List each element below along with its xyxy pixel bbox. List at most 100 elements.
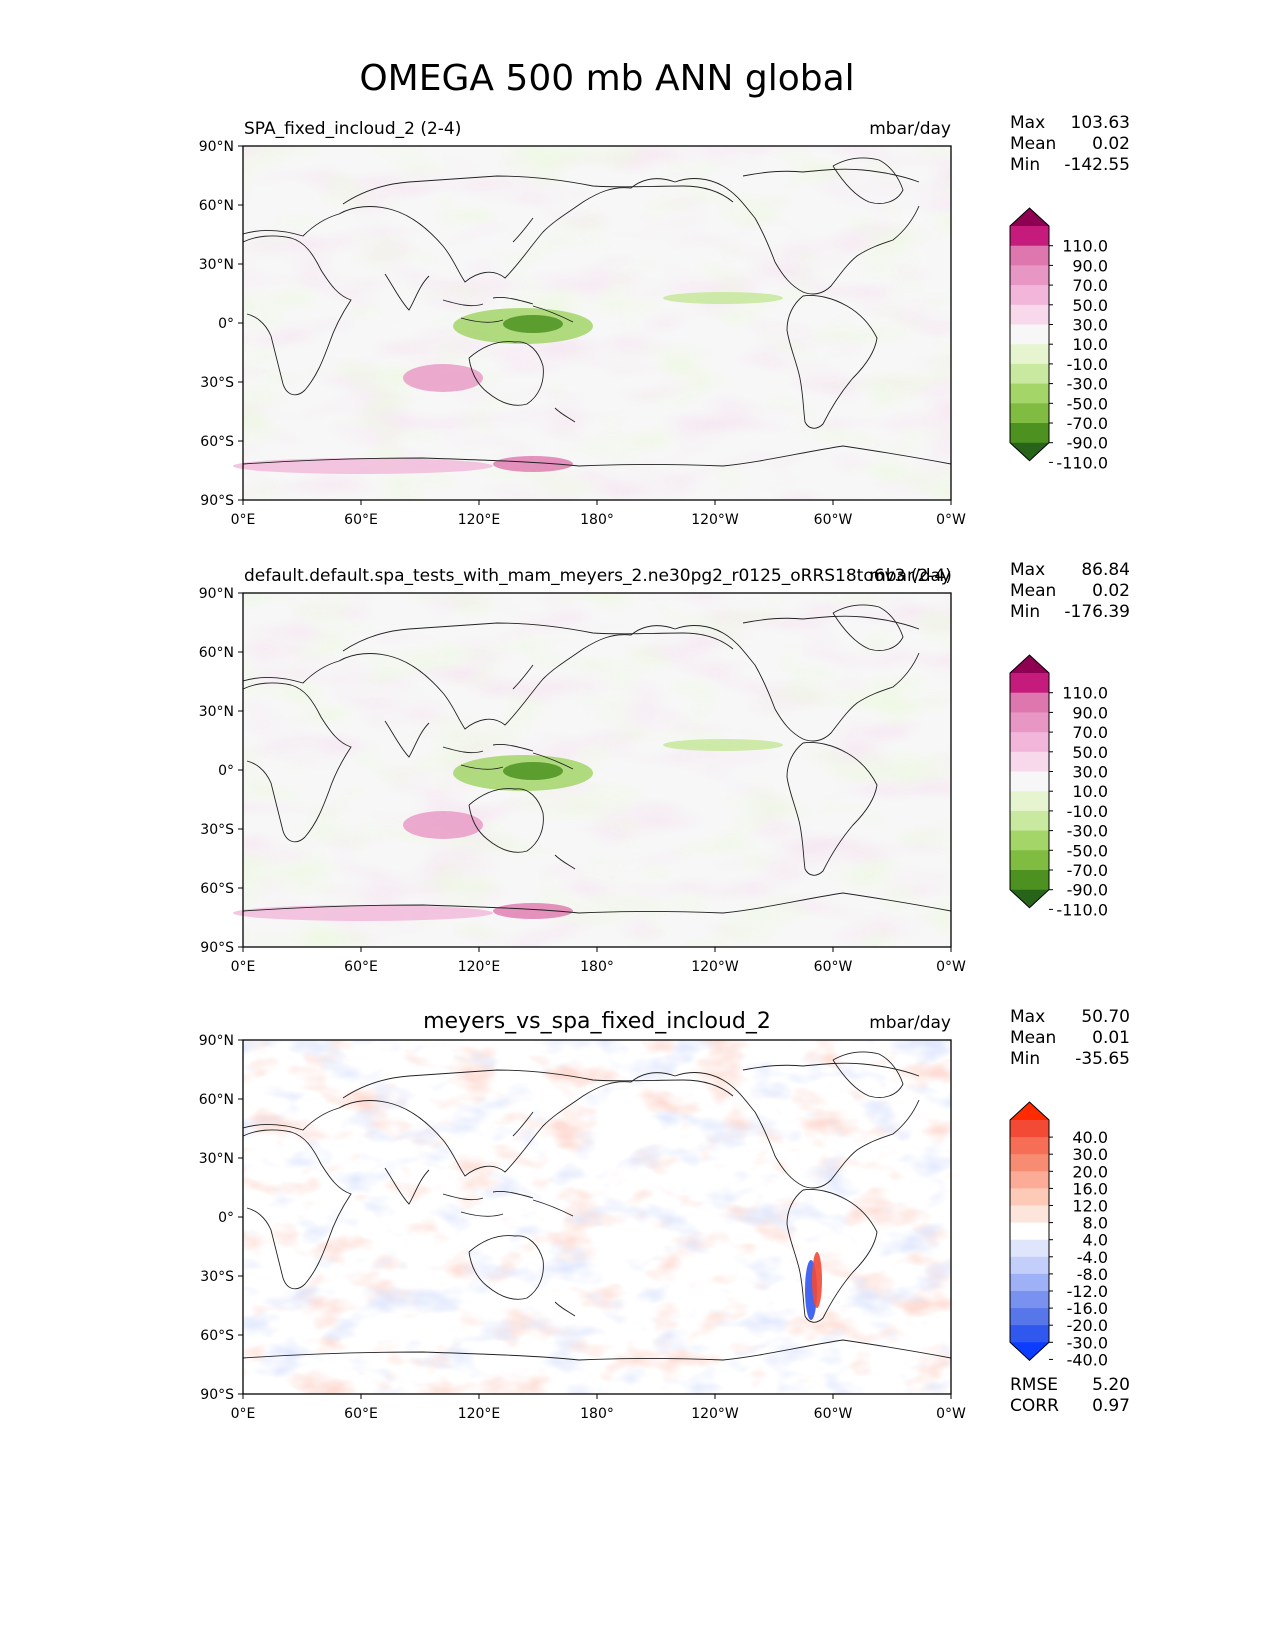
- lon-tick-label: 60°E: [344, 959, 378, 975]
- colorbar-label: 30.0: [1072, 763, 1108, 782]
- colorbar-segment: [1010, 1205, 1049, 1224]
- lon-tick-label: 60°E: [344, 512, 378, 528]
- colorbar-extend-bottom: [1010, 889, 1049, 908]
- lon-tick-label: 60°W: [814, 512, 853, 528]
- lon-tick-label: 180°: [580, 1406, 614, 1422]
- lon-tick-label: 0°W: [936, 1406, 966, 1422]
- colorbar-label: -8.0: [1077, 1265, 1108, 1284]
- colorbar-label: -70.0: [1067, 414, 1108, 433]
- colorbar-label: 30.0: [1072, 316, 1108, 335]
- stat-label: Max: [1010, 113, 1045, 133]
- colorbar-segment: [1010, 324, 1049, 345]
- colorbar-label: -110.0: [1056, 453, 1108, 472]
- colorbar-segment: [1010, 751, 1049, 772]
- colorbar-label: -30.0: [1067, 822, 1108, 841]
- colorbar-segment: [1010, 850, 1049, 871]
- colorbar-label: -110.0: [1056, 900, 1108, 919]
- colorbar-extend-bottom: [1010, 442, 1049, 461]
- colorbar: 40.030.020.016.012.08.04.0-4.0-8.0-12.0-…: [1009, 1101, 1108, 1369]
- colorbar-segment: [1010, 870, 1049, 891]
- lon-tick-label: 0°E: [231, 1406, 256, 1422]
- lon-tick-label: 0°E: [231, 959, 256, 975]
- field-core-positive: [403, 364, 483, 392]
- colorbar-label: 110.0: [1062, 237, 1108, 256]
- stat-label: Max: [1010, 1007, 1045, 1027]
- stat-label: Mean: [1010, 1028, 1056, 1048]
- stat-label: Mean: [1010, 134, 1056, 154]
- lon-tick-label: 180°: [580, 959, 614, 975]
- colorbar-segment: [1010, 810, 1049, 832]
- lat-tick-label: 90°S: [200, 940, 234, 956]
- stat-label: Min: [1010, 1049, 1040, 1069]
- colorbar-label: -90.0: [1067, 434, 1108, 453]
- panel-title: meyers_vs_spa_fixed_incloud_2: [423, 1009, 771, 1034]
- colorbar-label: -90.0: [1067, 881, 1108, 900]
- colorbar-label: 50.0: [1072, 743, 1108, 762]
- lat-tick-label: 30°N: [199, 704, 234, 720]
- colorbar-extend-top: [1010, 208, 1049, 226]
- colorbar-segment: [1010, 1171, 1049, 1189]
- colorbar-segment: [1010, 1308, 1049, 1326]
- colorbar-segment: [1010, 245, 1049, 266]
- field-core-positive: [493, 456, 573, 472]
- colorbar-label: -16.0: [1067, 1299, 1108, 1318]
- stat-label: Min: [1010, 155, 1040, 175]
- figure-title: OMEGA 500 mb ANN global: [359, 58, 854, 99]
- colorbar-segment: [1010, 265, 1049, 286]
- lon-tick-label: 60°W: [814, 1406, 853, 1422]
- colorbar-label: -30.0: [1067, 375, 1108, 394]
- rmse-value: 5.20: [1092, 1375, 1130, 1395]
- colorbar-label: -50.0: [1067, 394, 1108, 413]
- colorbar-segment: [1010, 673, 1049, 694]
- field-core-positive: [403, 811, 483, 839]
- lat-tick-label: 90°S: [200, 493, 234, 509]
- colorbar-segment: [1010, 791, 1049, 812]
- lat-tick-label: 60°N: [199, 1092, 234, 1108]
- colorbar-label: 10.0: [1072, 335, 1108, 354]
- colorbar-segment: [1010, 383, 1049, 404]
- corr-label: CORR: [1010, 1396, 1059, 1416]
- colorbar-label: 4.0: [1083, 1231, 1108, 1250]
- lon-tick-label: 60°W: [814, 959, 853, 975]
- lat-tick-label: 90°N: [199, 586, 234, 602]
- stat-label: Max: [1010, 560, 1045, 580]
- field-negative-regions: [243, 1040, 951, 1394]
- colorbar-label: 70.0: [1072, 276, 1108, 295]
- lat-tick-label: 30°S: [200, 375, 234, 391]
- stat-label: Min: [1010, 602, 1040, 622]
- colorbar-label: -70.0: [1067, 861, 1108, 880]
- lon-tick-label: 60°E: [344, 1406, 378, 1422]
- lon-tick-label: 0°E: [231, 512, 256, 528]
- stat-value: -142.55: [1064, 155, 1130, 175]
- stat-value: 0.02: [1092, 581, 1130, 601]
- colorbar-label: 16.0: [1072, 1179, 1108, 1198]
- colorbar-segment: [1010, 1137, 1049, 1155]
- lon-tick-label: 120°E: [458, 1406, 501, 1422]
- field-core-negative: [503, 762, 563, 780]
- lat-tick-label: 60°S: [200, 881, 234, 897]
- colorbar-segment: [1010, 732, 1049, 753]
- colorbar-label: -20.0: [1067, 1316, 1108, 1335]
- lon-tick-label: 120°W: [691, 512, 739, 528]
- lon-tick-label: 120°W: [691, 1406, 739, 1422]
- panel-units: mbar/day: [869, 119, 951, 139]
- field-core-positive: [812, 1252, 822, 1308]
- colorbar-segment: [1010, 1188, 1049, 1206]
- panel-2: 90°N 60°N 30°N 0° 30°S 60°S 90°S 0°E 60°E 120°E 18…: [199, 560, 1130, 975]
- colorbar-segment: [1010, 712, 1049, 733]
- colorbar-label: -30.0: [1067, 1333, 1108, 1352]
- lat-tick-label: 90°S: [200, 1387, 234, 1403]
- colorbar-extend-bottom: [1010, 1342, 1049, 1361]
- lon-tick-label: 0°W: [936, 512, 966, 528]
- lat-tick-label: 60°N: [199, 198, 234, 214]
- lon-tick-label: 0°W: [936, 959, 966, 975]
- colorbar-segment: [1010, 304, 1049, 325]
- lat-tick-label: 30°N: [199, 257, 234, 273]
- stat-value: -35.65: [1075, 1049, 1130, 1069]
- colorbar-label: -10.0: [1067, 802, 1108, 821]
- colorbar-segment: [1010, 363, 1049, 385]
- lon-tick-label: 120°E: [458, 512, 501, 528]
- stat-value: 0.02: [1092, 134, 1130, 154]
- colorbar-segment: [1010, 403, 1049, 424]
- colorbar-label: -10.0: [1067, 355, 1108, 374]
